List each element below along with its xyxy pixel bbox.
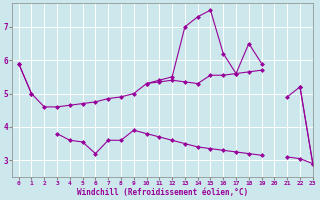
X-axis label: Windchill (Refroidissement éolien,°C): Windchill (Refroidissement éolien,°C) [77,188,248,197]
